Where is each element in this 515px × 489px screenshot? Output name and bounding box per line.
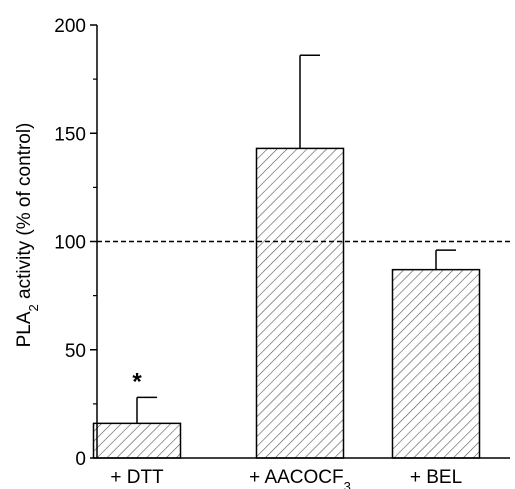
x-tick-label: + AACOCF3 <box>249 467 351 489</box>
y-tick-label: 100 <box>54 233 86 254</box>
x-tick-label: + BEL <box>410 467 462 488</box>
significance-marker: * <box>132 368 142 395</box>
y-tick-label: 0 <box>75 449 86 470</box>
x-tick-label: + DTT <box>110 467 164 488</box>
bar <box>92 422 182 459</box>
y-tick-label: 150 <box>54 124 86 145</box>
y-axis-label: PLA2 activity (% of control) <box>14 123 41 348</box>
y-tick-label: 50 <box>65 341 86 362</box>
bar <box>391 268 481 459</box>
y-tick-label: 200 <box>54 16 86 37</box>
bar <box>255 147 345 459</box>
